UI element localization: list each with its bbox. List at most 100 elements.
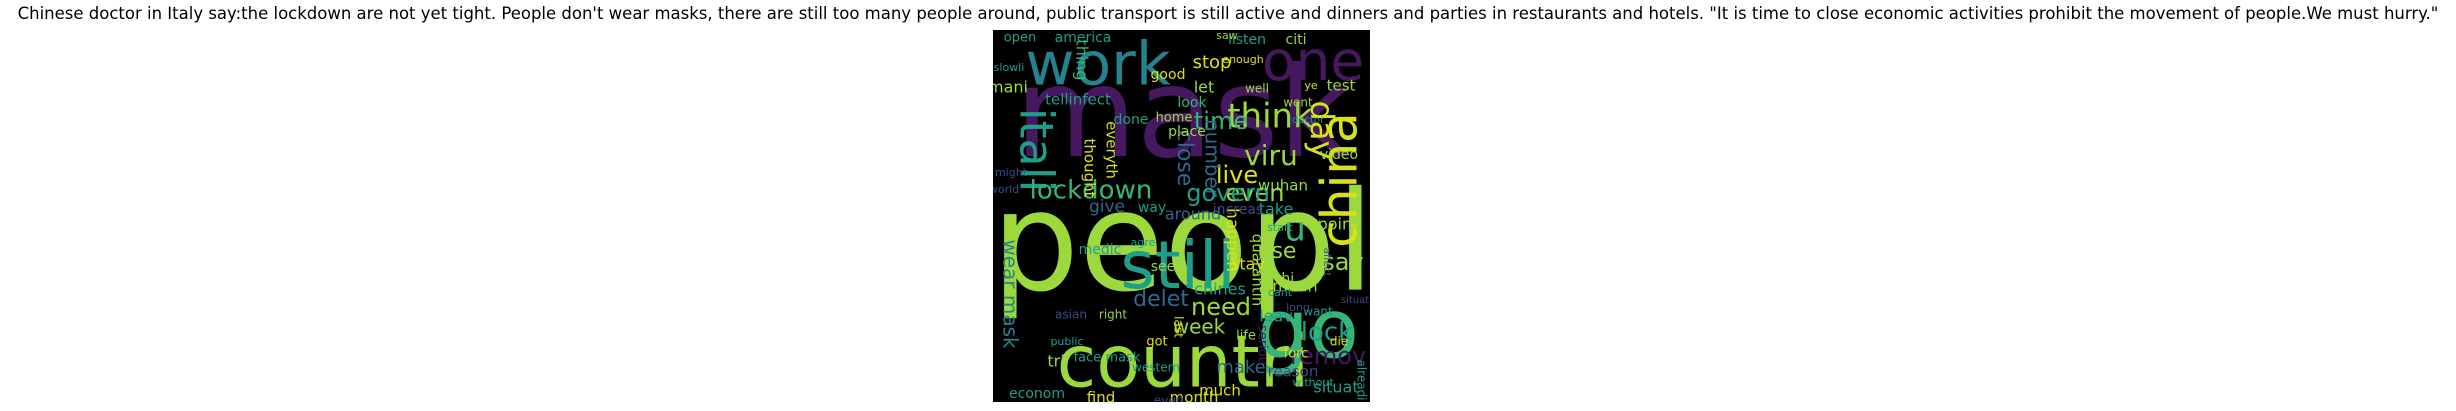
word-week: week bbox=[1173, 315, 1226, 339]
word-even: even bbox=[1226, 179, 1285, 207]
word-thi: thi bbox=[1276, 271, 1294, 287]
word-one: one bbox=[1262, 30, 1364, 93]
word-public: public bbox=[1050, 335, 1083, 348]
word-good: good bbox=[1151, 67, 1186, 83]
caption: Chinese doctor in Italy say:the lockdown… bbox=[17, 4, 2439, 23]
word-saw: saw bbox=[1216, 30, 1237, 42]
word-need: need bbox=[1191, 293, 1251, 321]
word-way: way bbox=[1138, 200, 1166, 216]
word-forc: forc bbox=[1284, 347, 1309, 362]
word-affect: affect bbox=[1321, 248, 1332, 277]
word-everi: everi bbox=[1154, 394, 1184, 403]
word-let: let bbox=[1194, 78, 1215, 97]
word-lock: lock bbox=[1301, 318, 1353, 348]
word-take: take bbox=[1259, 200, 1294, 219]
word-countri: countri bbox=[1057, 320, 1310, 402]
word-lockdown: lockdown bbox=[1030, 176, 1153, 206]
word-itali: itali bbox=[1010, 108, 1064, 193]
word-cant: cant bbox=[1268, 286, 1293, 299]
word-viru: viru bbox=[1244, 139, 1298, 172]
word-see: see bbox=[1151, 259, 1176, 275]
word-asian: asian bbox=[1055, 308, 1087, 322]
word-start: start bbox=[1267, 221, 1293, 234]
word-remov: remov bbox=[1290, 342, 1366, 370]
word-medic: medic bbox=[1079, 242, 1122, 258]
word-enough: enough bbox=[1222, 53, 1263, 66]
word-quarantin: quarantin bbox=[1249, 234, 1267, 307]
word-econom: econom bbox=[1009, 386, 1065, 402]
word-stay: stay bbox=[1231, 255, 1265, 274]
word-well: well bbox=[1245, 82, 1269, 96]
word-u: u bbox=[1284, 210, 1306, 250]
word-peopl: peopl bbox=[993, 162, 1370, 323]
word-ye: ye bbox=[1304, 79, 1318, 92]
word-china: china bbox=[1311, 112, 1369, 247]
word-without: without bbox=[1292, 376, 1334, 389]
word-last: last bbox=[1172, 316, 1186, 338]
word-much: much bbox=[1199, 382, 1241, 400]
word-video: video bbox=[1320, 147, 1358, 163]
word-find: find bbox=[1087, 389, 1115, 403]
word-point: point bbox=[1318, 215, 1359, 234]
word-think: think bbox=[1227, 97, 1313, 137]
word-look: look bbox=[1177, 95, 1207, 111]
word-place: place bbox=[1168, 124, 1206, 140]
word-tri: tri bbox=[1047, 352, 1064, 371]
word-agre: agre bbox=[1131, 236, 1156, 249]
word-time: time bbox=[1194, 107, 1248, 135]
word-face-mask: face mask bbox=[1074, 351, 1141, 366]
word-happen: happen bbox=[1222, 208, 1242, 272]
word-alreadi: alreadi bbox=[1355, 359, 1369, 400]
word-everyth: everyth bbox=[1103, 121, 1121, 179]
word-use: use bbox=[1258, 239, 1297, 264]
word-cloud: peopl mask countri go still work one china itali… bbox=[993, 30, 1370, 402]
word-still: still bbox=[1120, 227, 1235, 304]
word-delet: delet bbox=[1133, 287, 1189, 312]
word-mask: mask bbox=[1015, 41, 1351, 186]
word-work: work bbox=[1025, 30, 1170, 100]
word-month: month bbox=[1170, 389, 1219, 403]
word-test: test bbox=[1327, 77, 1356, 95]
word-doctor: doctor bbox=[1292, 115, 1325, 126]
word-live: live bbox=[1216, 161, 1258, 189]
word-life: life bbox=[1236, 329, 1256, 344]
word-long: long bbox=[1286, 301, 1310, 314]
word-reason: reason bbox=[1268, 363, 1319, 381]
word-die: die bbox=[1330, 335, 1348, 349]
word-right: right bbox=[1099, 308, 1127, 322]
word-wuhan: wuhan bbox=[1258, 177, 1308, 195]
word-world: world bbox=[993, 183, 1019, 196]
word-listen: listen bbox=[1228, 32, 1266, 48]
word-stop: stop bbox=[1193, 52, 1232, 73]
word-thing: thing bbox=[1073, 39, 1092, 80]
word-around: around bbox=[1165, 205, 1221, 224]
word-thought: thought bbox=[1081, 139, 1099, 198]
word-citi: citi bbox=[1286, 32, 1307, 48]
word-mani: mani bbox=[993, 78, 1028, 97]
word-got: got bbox=[1146, 335, 1167, 350]
word-went: went bbox=[1283, 96, 1313, 110]
word-want: want bbox=[1303, 305, 1333, 319]
word-open: open bbox=[1004, 31, 1036, 46]
word-make: make bbox=[1216, 357, 1265, 378]
word-day: day bbox=[1303, 101, 1341, 160]
word-situat: situat bbox=[1341, 295, 1369, 306]
word-slowli: slowli bbox=[994, 61, 1025, 74]
word-america: america bbox=[1055, 30, 1112, 46]
word-situat: situat bbox=[1313, 378, 1358, 397]
word-done: done bbox=[1114, 112, 1149, 128]
word-say: say bbox=[1322, 248, 1363, 276]
word-home: home bbox=[1156, 111, 1193, 126]
word-chines: chines bbox=[1194, 280, 1246, 299]
word-number: number bbox=[1201, 119, 1225, 198]
word-tellinfect: tellinfect bbox=[1045, 91, 1111, 109]
word-seriou: seriou bbox=[1255, 325, 1270, 365]
word-govern: govern bbox=[1186, 179, 1270, 207]
word-give: give bbox=[1089, 197, 1125, 217]
word-increas: increas bbox=[1213, 202, 1263, 218]
word-might: might bbox=[995, 166, 1028, 179]
word-go: go bbox=[1257, 282, 1359, 377]
word-mean: mean bbox=[1272, 277, 1317, 296]
word-wear-mask: wear mask bbox=[999, 239, 1023, 349]
